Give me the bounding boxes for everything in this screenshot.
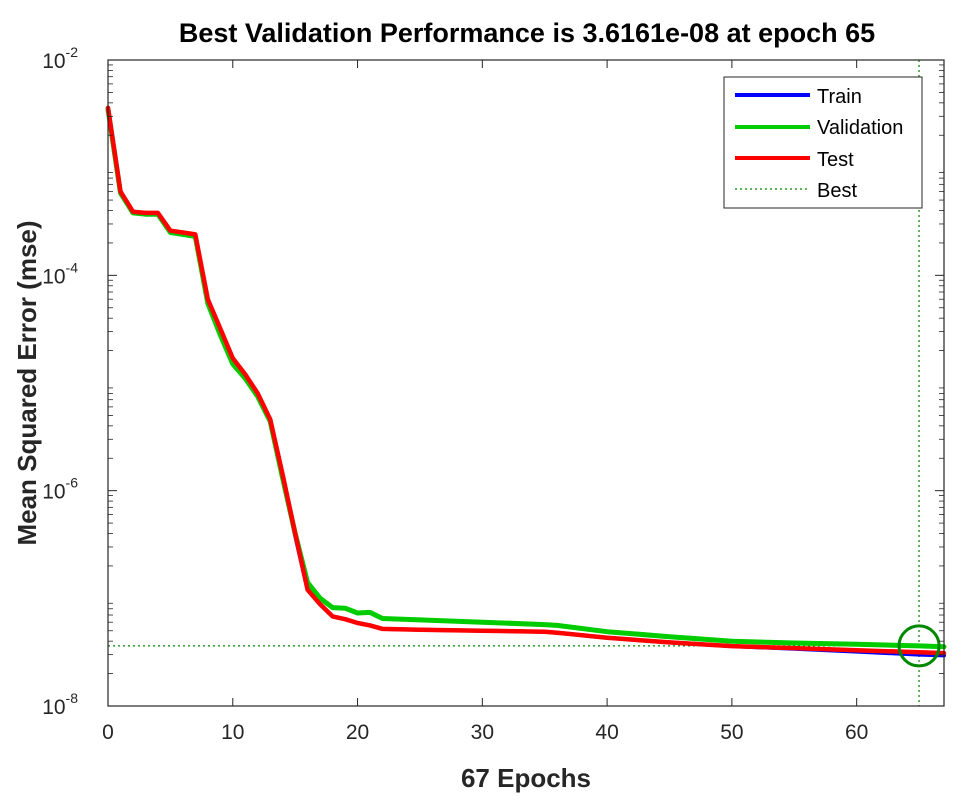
y-axis-ticks: 10-810-610-410-2: [42, 44, 944, 719]
y-tick-label: 10-4: [42, 259, 78, 288]
x-tick-label: 10: [221, 721, 244, 744]
x-tick-label: 30: [471, 721, 494, 744]
best-marker-layer: [897, 624, 941, 668]
legend: Train Validation Test Best: [723, 76, 923, 209]
x-tick-label: 50: [720, 721, 743, 744]
best-point-marker: [897, 624, 941, 668]
x-tick-label: 60: [845, 721, 868, 744]
chart-title: Best Validation Performance is 3.6161e-0…: [179, 18, 875, 48]
y-tick-exponent: -8: [66, 690, 79, 706]
y-tick-label: 10-8: [42, 690, 78, 719]
y-tick-base: 10: [42, 50, 65, 73]
series-lines: [105, 105, 947, 658]
y-tick-base: 10: [42, 696, 65, 719]
y-tick-label: 10-2: [42, 44, 78, 73]
best-reference-lines: [108, 60, 944, 706]
legend-label-validation: Validation: [817, 117, 903, 139]
x-tick-label: 0: [102, 721, 114, 744]
y-tick-base: 10: [42, 481, 65, 504]
axes-box: [107, 59, 945, 707]
x-axis-label: 67 Epochs: [461, 763, 591, 793]
y-tick-base: 10: [42, 265, 65, 288]
legend-label-best: Best: [817, 180, 857, 202]
y-tick-label: 10-6: [42, 475, 78, 504]
x-tick-label: 40: [595, 721, 618, 744]
legend-label-train: Train: [817, 86, 862, 108]
legend-box: [723, 76, 923, 209]
y-axis-label: Mean Squared Error (mse): [12, 220, 42, 545]
y-tick-exponent: -6: [66, 475, 79, 491]
x-tick-label: 20: [346, 721, 369, 744]
x-axis-ticks: 0 10 20 30 40 50 60: [102, 60, 868, 744]
y-tick-exponent: -2: [66, 44, 79, 60]
y-tick-exponent: -4: [66, 259, 79, 275]
series-line-test: [105, 105, 947, 656]
legend-label-test: Test: [817, 149, 854, 171]
